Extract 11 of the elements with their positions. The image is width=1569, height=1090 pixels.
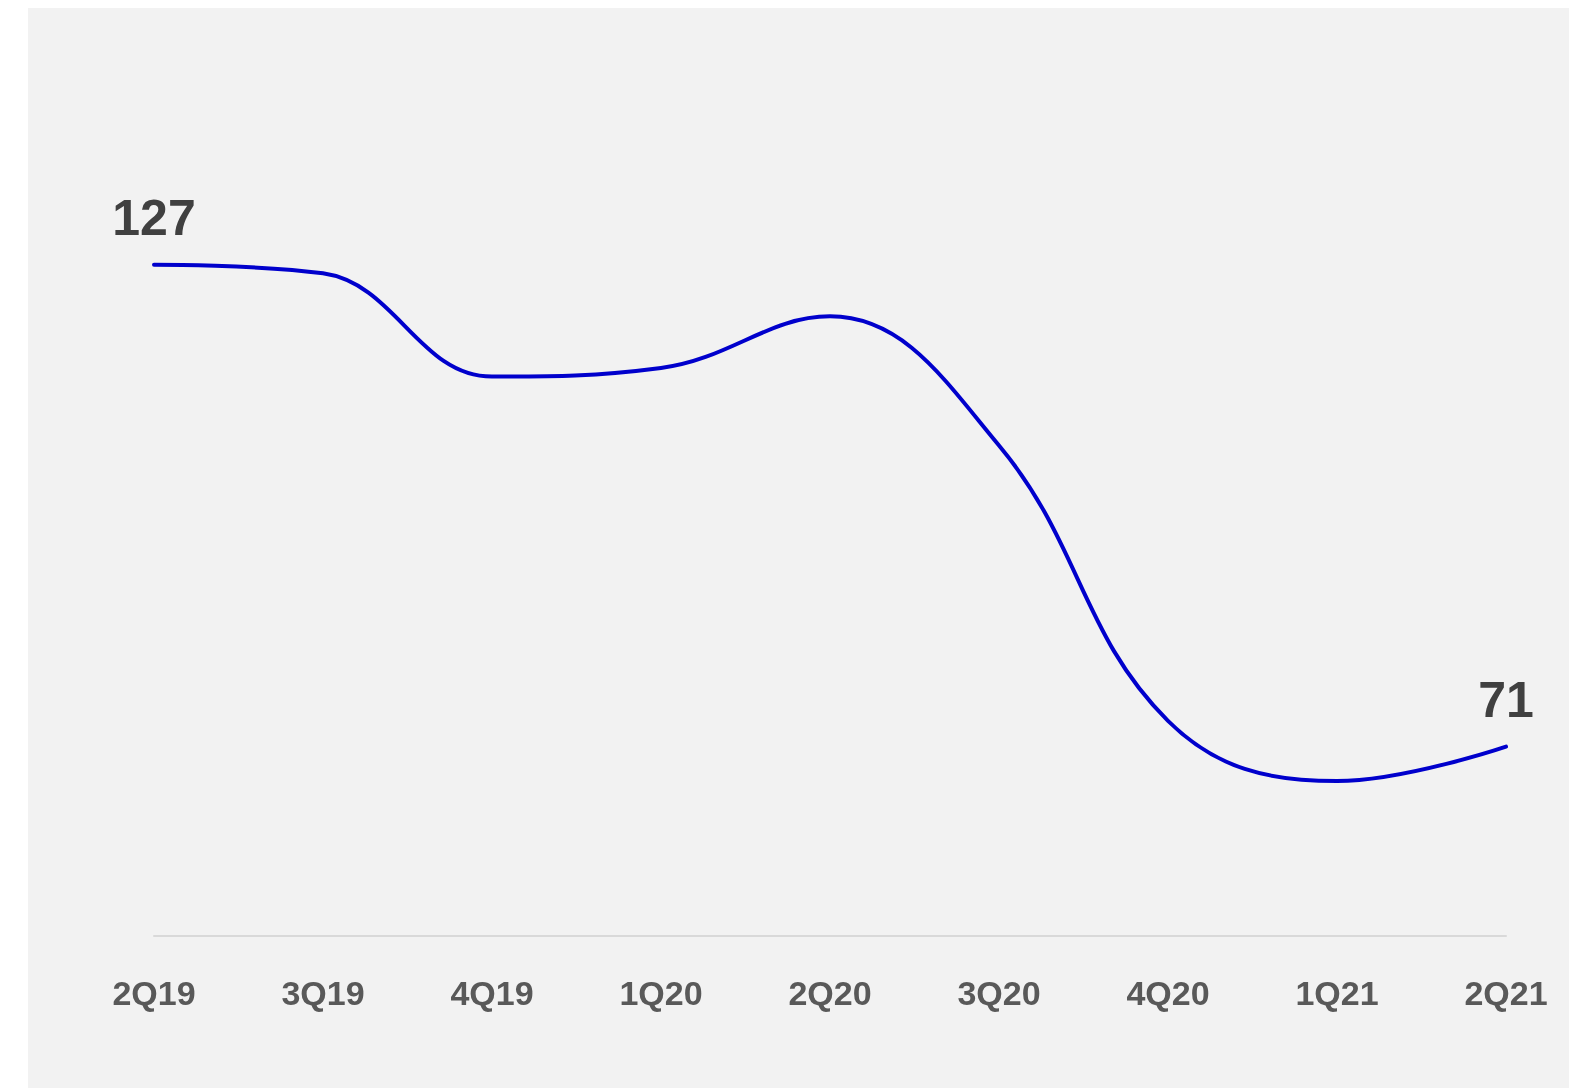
x-tick-label: 4Q19 <box>450 974 534 1012</box>
x-tick-label: 2Q21 <box>1464 974 1548 1012</box>
x-tick-label: 3Q20 <box>957 974 1041 1012</box>
data-label: 71 <box>1478 671 1534 728</box>
x-tick-label: 1Q20 <box>619 974 703 1012</box>
data-label: 127 <box>112 189 196 246</box>
x-tick-label: 3Q19 <box>281 974 365 1012</box>
x-tick-label: 4Q20 <box>1126 974 1210 1012</box>
x-tick-label: 2Q20 <box>788 974 872 1012</box>
x-tick-label: 2Q19 <box>112 974 196 1012</box>
x-tick-label: 1Q21 <box>1295 974 1379 1012</box>
